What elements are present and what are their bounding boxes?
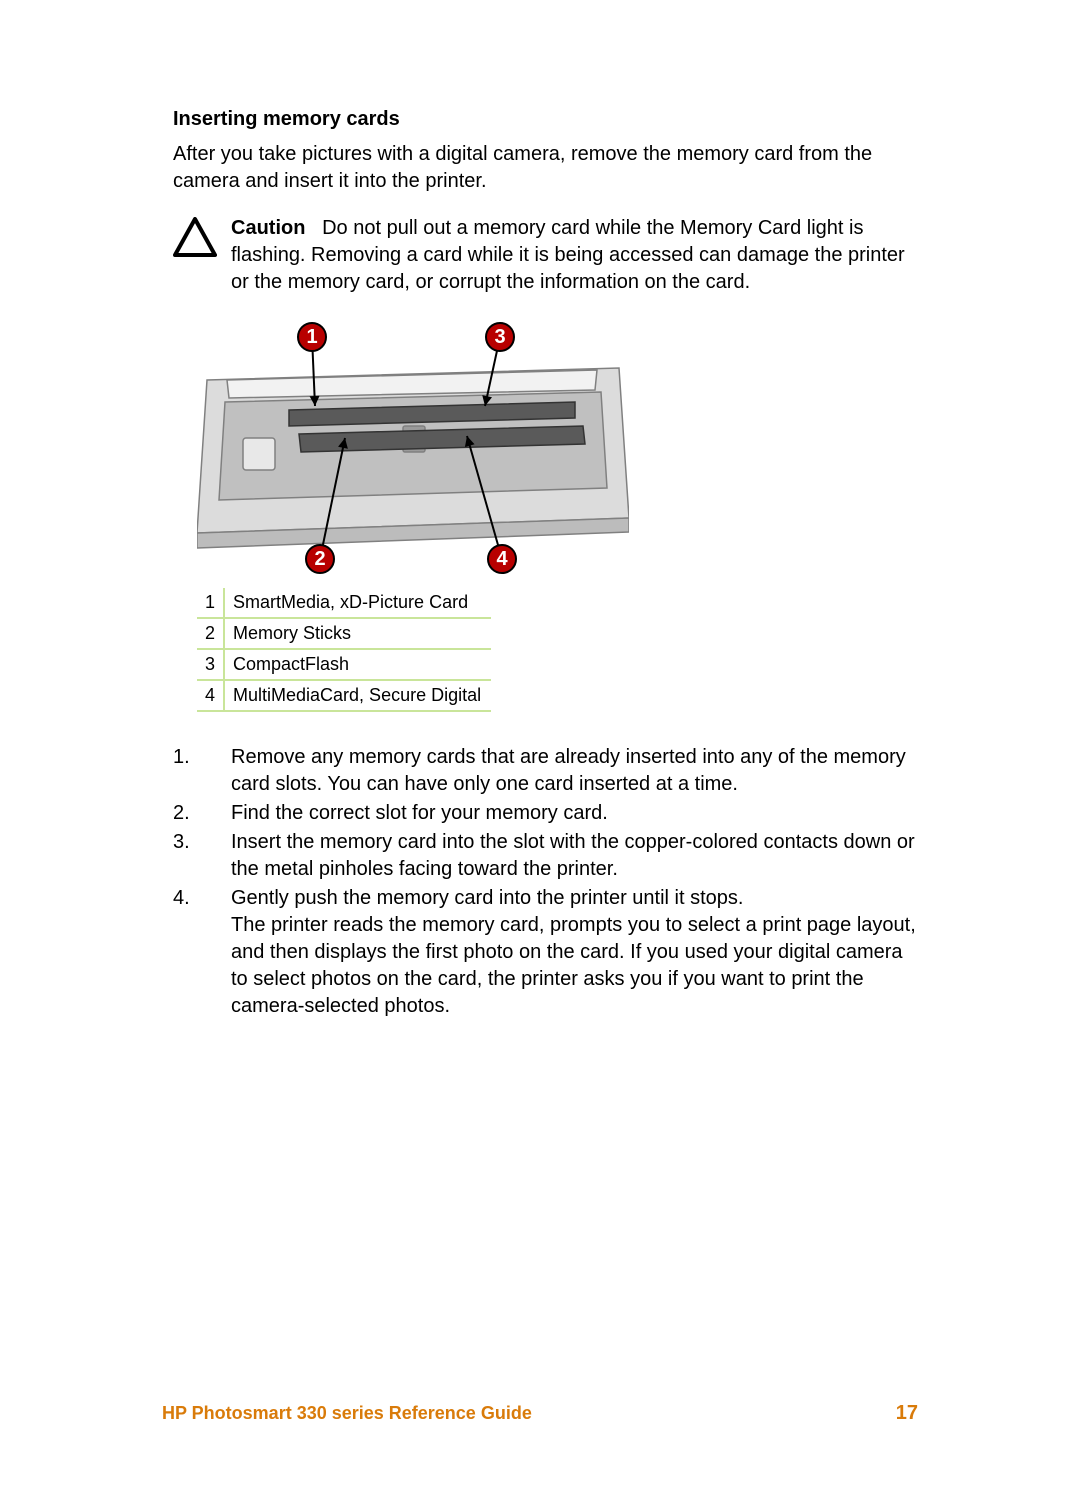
- intro-paragraph: After you take pictures with a digital c…: [173, 141, 918, 195]
- step-number: 4.: [173, 885, 231, 1020]
- step-text: Remove any memory cards that are already…: [231, 744, 918, 798]
- legend-label: MultiMediaCard, Secure Digital: [224, 680, 491, 711]
- callout-badge-3: 3: [485, 322, 515, 352]
- printer-illustration: [197, 318, 629, 580]
- page-footer: HP Photosmart 330 series Reference Guide…: [162, 1402, 918, 1425]
- legend-table: 1SmartMedia, xD-Picture Card2Memory Stic…: [197, 588, 491, 712]
- legend-number: 1: [197, 588, 224, 618]
- legend-label: CompactFlash: [224, 649, 491, 680]
- steps-list: 1.Remove any memory cards that are alrea…: [173, 744, 918, 1020]
- step-item: 1.Remove any memory cards that are alrea…: [173, 744, 918, 798]
- legend-row: 2Memory Sticks: [197, 618, 491, 649]
- legend-row: 4MultiMediaCard, Secure Digital: [197, 680, 491, 711]
- legend-number: 3: [197, 649, 224, 680]
- figure-container: 1 3 2 4: [197, 318, 918, 580]
- caution-triangle-icon: [173, 217, 217, 257]
- step-number: 3.: [173, 829, 231, 883]
- callout-badge-1: 1: [297, 322, 327, 352]
- step-item: 3.Insert the memory card into the slot w…: [173, 829, 918, 883]
- section-heading: Inserting memory cards: [173, 108, 918, 131]
- step-number: 2.: [173, 800, 231, 827]
- legend-label: SmartMedia, xD-Picture Card: [224, 588, 491, 618]
- step-number: 1.: [173, 744, 231, 798]
- caution-block: Caution Do not pull out a memory card wh…: [173, 215, 918, 296]
- callout-badge-2: 2: [305, 544, 335, 574]
- step-item: 4.Gently push the memory card into the p…: [173, 885, 918, 1020]
- caution-body: Do not pull out a memory card while the …: [231, 217, 905, 293]
- printer-slots-figure: 1 3 2 4: [197, 318, 629, 580]
- legend-row: 3CompactFlash: [197, 649, 491, 680]
- legend-number: 2: [197, 618, 224, 649]
- caution-label: Caution: [231, 217, 305, 239]
- step-item: 2.Find the correct slot for your memory …: [173, 800, 918, 827]
- legend-number: 4: [197, 680, 224, 711]
- legend-row: 1SmartMedia, xD-Picture Card: [197, 588, 491, 618]
- footer-page-number: 17: [896, 1402, 918, 1425]
- caution-text: Caution Do not pull out a memory card wh…: [231, 215, 918, 296]
- callout-badge-4: 4: [487, 544, 517, 574]
- step-text: Insert the memory card into the slot wit…: [231, 829, 918, 883]
- step-text: Gently push the memory card into the pri…: [231, 885, 918, 1020]
- legend-label: Memory Sticks: [224, 618, 491, 649]
- step-text: Find the correct slot for your memory ca…: [231, 800, 918, 827]
- footer-title: HP Photosmart 330 series Reference Guide: [162, 1403, 532, 1424]
